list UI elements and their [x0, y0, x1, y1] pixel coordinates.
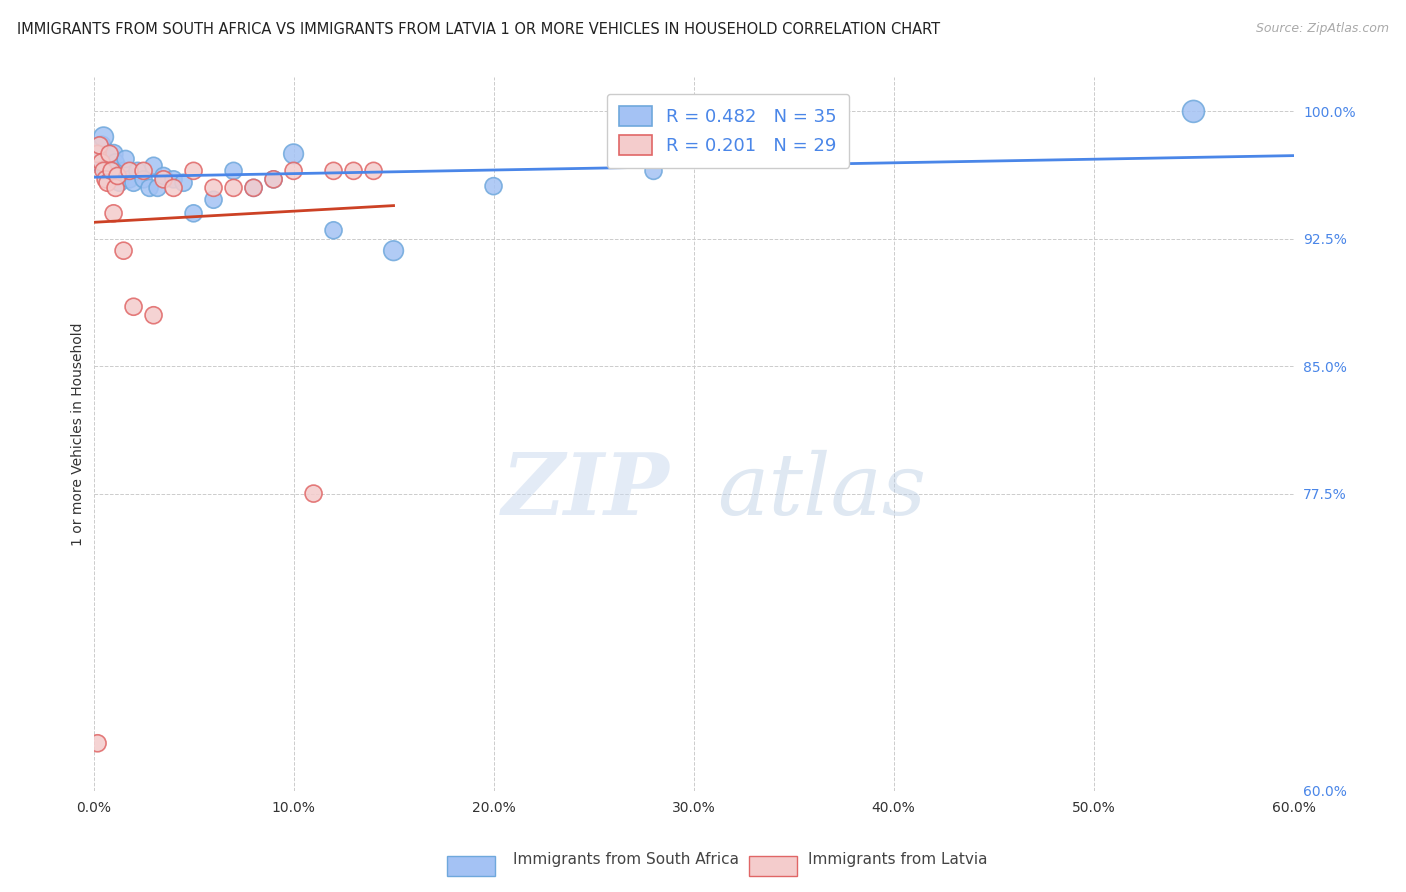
Point [242, 181, 264, 195]
Point [283, 164, 305, 178]
Point [104, 155, 127, 169]
Point [643, 164, 665, 178]
Point [107, 169, 129, 183]
Point [152, 172, 174, 186]
Legend: R = 0.482   N = 35, R = 0.201   N = 29: R = 0.482 N = 35, R = 0.201 N = 29 [606, 94, 849, 168]
Point [94, 172, 117, 186]
Point [86, 736, 108, 750]
Point [97, 172, 120, 186]
Y-axis label: 1 or more Vehicles in Household: 1 or more Vehicles in Household [72, 322, 86, 546]
Point [89, 138, 111, 153]
Point [90, 138, 112, 153]
Point [103, 206, 125, 220]
Text: ZIP: ZIP [502, 450, 669, 533]
Point [86, 155, 108, 169]
Point [382, 244, 405, 258]
Point [114, 152, 136, 166]
Point [202, 181, 225, 195]
Point [132, 172, 155, 186]
Point [183, 164, 205, 178]
Point [183, 206, 205, 220]
Point [302, 486, 325, 500]
Point [122, 176, 145, 190]
Point [118, 164, 141, 178]
Point [108, 176, 131, 190]
Point [322, 164, 344, 178]
Point [283, 147, 305, 161]
Text: Immigrants from South Africa: Immigrants from South Africa [513, 852, 740, 867]
Point [263, 172, 285, 186]
Point [142, 308, 165, 322]
Point [146, 181, 169, 195]
Point [93, 164, 115, 178]
Point [97, 176, 120, 190]
Point [86, 147, 108, 161]
Point [263, 172, 285, 186]
Point [104, 181, 127, 195]
Point [482, 179, 505, 194]
Point [94, 164, 117, 178]
Point [89, 147, 111, 161]
Point [342, 164, 364, 178]
Point [1182, 104, 1205, 119]
Text: atlas: atlas [717, 450, 927, 533]
Point [98, 147, 121, 161]
Point [122, 300, 145, 314]
Point [242, 181, 264, 195]
Point [222, 164, 245, 178]
Point [162, 181, 184, 195]
Point [363, 164, 385, 178]
Point [107, 169, 129, 183]
Point [322, 223, 344, 237]
Point [142, 159, 165, 173]
Point [90, 155, 112, 169]
Point [152, 169, 174, 183]
Point [202, 193, 225, 207]
Point [222, 181, 245, 195]
Text: Source: ZipAtlas.com: Source: ZipAtlas.com [1256, 22, 1389, 36]
Point [173, 176, 195, 190]
Point [100, 164, 122, 178]
Point [112, 164, 135, 178]
Point [127, 164, 149, 178]
Text: IMMIGRANTS FROM SOUTH AFRICA VS IMMIGRANTS FROM LATVIA 1 OR MORE VEHICLES IN HOU: IMMIGRANTS FROM SOUTH AFRICA VS IMMIGRAN… [17, 22, 941, 37]
Point [100, 159, 122, 173]
Point [93, 129, 115, 144]
Point [98, 152, 121, 166]
Point [118, 172, 141, 186]
Point [162, 172, 184, 186]
Text: Immigrants from Latvia: Immigrants from Latvia [808, 852, 988, 867]
Point [103, 147, 125, 161]
Point [132, 164, 155, 178]
Point [138, 181, 160, 195]
Point [112, 244, 135, 258]
